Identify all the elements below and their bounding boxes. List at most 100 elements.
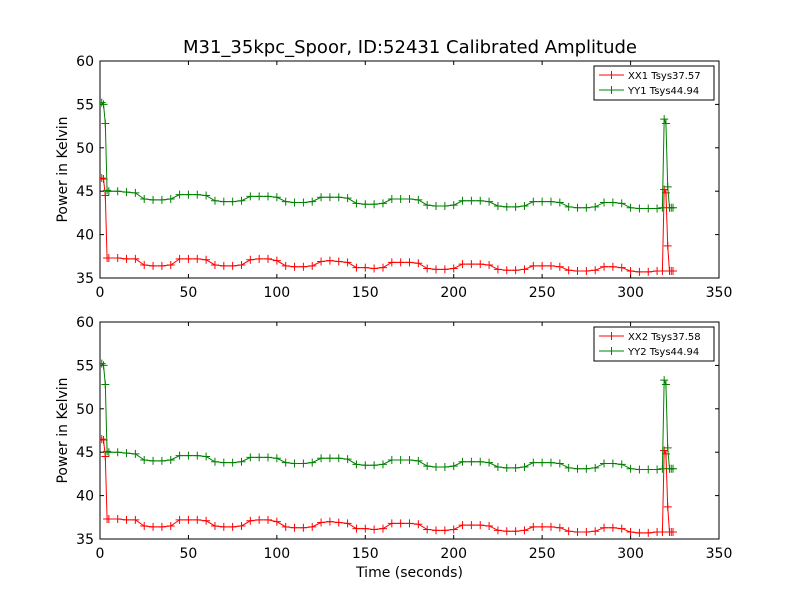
x-tick-label: 350 bbox=[706, 546, 733, 562]
data-point-yy2 bbox=[449, 462, 458, 471]
y-tick-label: 50 bbox=[76, 402, 94, 418]
data-point-yy1 bbox=[661, 119, 670, 128]
data-point-yy2 bbox=[246, 453, 255, 462]
data-point-xx1 bbox=[122, 254, 131, 263]
data-point-xx1 bbox=[440, 265, 449, 274]
data-point-yy1 bbox=[370, 200, 379, 209]
data-point-xx2 bbox=[658, 528, 667, 537]
data-point-yy2 bbox=[210, 457, 219, 466]
data-point-xx2 bbox=[467, 521, 476, 530]
data-point-xx1 bbox=[476, 260, 485, 269]
data-point-yy1 bbox=[635, 204, 644, 213]
data-point-yy2 bbox=[175, 451, 184, 460]
data-point-yy2 bbox=[202, 452, 211, 461]
data-point-xx1 bbox=[104, 254, 113, 263]
data-point-xx1 bbox=[343, 258, 352, 267]
data-point-yy1 bbox=[538, 197, 547, 206]
data-point-yy2 bbox=[219, 458, 228, 467]
data-point-xx2 bbox=[387, 519, 396, 528]
data-point-xx2 bbox=[290, 523, 299, 532]
data-point-xx1 bbox=[299, 262, 308, 271]
chart-panel-top: 0 50 100 150 200 250 300 350 35 40 45 50 55 60 Power i… bbox=[55, 54, 732, 301]
data-point-yy1 bbox=[131, 188, 140, 197]
data-point-xx1 bbox=[264, 254, 273, 263]
data-point-yy1 bbox=[184, 190, 193, 199]
x-tick-label: 100 bbox=[263, 546, 290, 562]
data-point-xx1 bbox=[290, 262, 299, 271]
data-point-yy1 bbox=[308, 197, 317, 206]
data-point-xx2 bbox=[644, 528, 653, 537]
y-tick-label: 45 bbox=[76, 445, 94, 461]
data-point-yy1 bbox=[449, 201, 458, 210]
data-point-yy2 bbox=[511, 463, 520, 472]
data-point-xx1 bbox=[608, 262, 617, 271]
data-point-xx2 bbox=[193, 515, 202, 524]
data-point-xx1 bbox=[591, 266, 600, 275]
data-point-xx2 bbox=[100, 435, 106, 444]
data-point-yy1 bbox=[361, 200, 370, 209]
y-axis-label: Power in Kelvin bbox=[55, 116, 71, 222]
data-point-xx2 bbox=[131, 515, 140, 524]
data-point-xx2 bbox=[564, 527, 573, 536]
data-point-xx2 bbox=[378, 524, 387, 533]
data-point-xx2 bbox=[202, 516, 211, 525]
data-point-yy1 bbox=[653, 204, 662, 213]
data-point-yy2 bbox=[467, 457, 476, 466]
data-point-xx1 bbox=[100, 175, 108, 184]
data-point-yy2 bbox=[361, 461, 370, 470]
data-point-xx2 bbox=[573, 528, 582, 537]
data-point-xx2 bbox=[264, 515, 273, 524]
x-tick-label: 300 bbox=[617, 546, 644, 562]
data-point-yy1 bbox=[669, 203, 678, 212]
data-point-xx1 bbox=[538, 261, 547, 270]
data-point-yy1 bbox=[387, 195, 396, 204]
data-point-xx2 bbox=[184, 515, 193, 524]
data-point-yy1 bbox=[626, 203, 635, 212]
x-axis-label: Time (seconds) bbox=[355, 565, 463, 581]
data-point-xx1 bbox=[149, 261, 158, 270]
data-point-yy2 bbox=[343, 455, 352, 464]
data-point-xx1 bbox=[100, 174, 106, 183]
data-point-yy2 bbox=[255, 453, 264, 462]
data-point-xx2 bbox=[308, 522, 317, 531]
plot-area-frame bbox=[99, 60, 720, 279]
data-point-xx2 bbox=[140, 521, 149, 530]
data-point-yy1 bbox=[658, 203, 667, 212]
data-point-yy2 bbox=[626, 464, 635, 473]
data-point-xx1 bbox=[184, 254, 193, 263]
y-tick-label: 50 bbox=[76, 141, 94, 157]
data-point-yy2 bbox=[101, 380, 110, 389]
data-point-yy1 bbox=[458, 196, 467, 205]
data-point-yy2 bbox=[423, 462, 432, 471]
legend-swatch-marker bbox=[607, 86, 616, 94]
y-tick-label: 55 bbox=[76, 358, 94, 374]
legend-swatch-marker bbox=[607, 71, 616, 79]
data-point-yy1 bbox=[100, 100, 108, 109]
data-point-xx1 bbox=[113, 254, 122, 263]
data-point-xx2 bbox=[502, 527, 511, 536]
data-point-yy2 bbox=[149, 456, 158, 465]
data-point-xx1 bbox=[210, 260, 219, 269]
data-point-xx2 bbox=[582, 528, 591, 537]
data-point-xx1 bbox=[166, 260, 175, 269]
data-point-yy1 bbox=[290, 198, 299, 207]
data-point-xx1 bbox=[387, 258, 396, 267]
data-point-yy2 bbox=[237, 457, 246, 466]
data-point-yy1 bbox=[113, 187, 122, 196]
data-point-yy1 bbox=[432, 201, 441, 210]
data-point-xx2 bbox=[255, 515, 264, 524]
data-point-yy1 bbox=[100, 98, 106, 107]
data-point-xx1 bbox=[432, 265, 441, 274]
data-point-xx2 bbox=[663, 502, 672, 511]
data-point-yy2 bbox=[370, 461, 379, 470]
legend: XX2 Tsys37.58 YY2 Tsys44.94 bbox=[593, 326, 715, 362]
data-point-xx2 bbox=[432, 526, 441, 535]
data-point-yy1 bbox=[299, 198, 308, 207]
data-point-yy2 bbox=[272, 454, 281, 463]
data-point-xx2 bbox=[325, 517, 334, 526]
data-point-xx2 bbox=[210, 521, 219, 530]
data-point-xx2 bbox=[228, 522, 237, 531]
data-point-yy2 bbox=[317, 454, 326, 463]
data-point-xx1 bbox=[423, 264, 432, 273]
data-point-yy1 bbox=[334, 193, 343, 202]
